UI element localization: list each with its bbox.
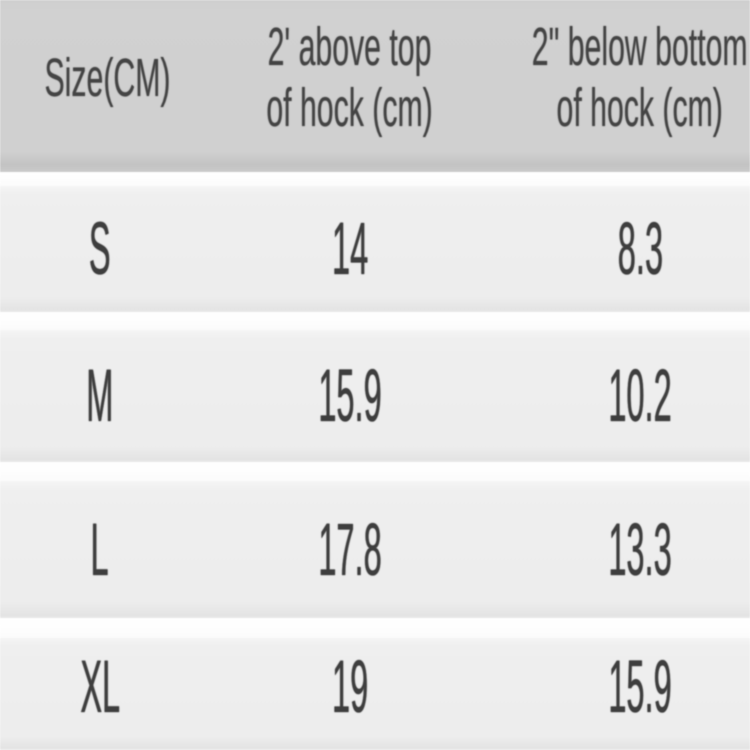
header-below-hock-label: 2" below bottom of hock (cm) [532, 17, 748, 139]
cell-below-hock: 8.3 [500, 186, 750, 312]
cell-above-hock: 15.9 [200, 330, 500, 462]
header-above-hock-label: 2' above top of hock (cm) [267, 17, 433, 139]
header-cell-above-hock: 2' above top of hock (cm) [200, 0, 500, 172]
cell-below-hock: 15.9 [500, 638, 750, 750]
cell-size: XL [0, 638, 200, 750]
below-hock-value: 8.3 [617, 207, 663, 290]
header-below-hock-line2: of hock (cm) [556, 78, 724, 138]
above-hock-value: 14 [331, 207, 369, 290]
above-hock-value: 19 [331, 645, 369, 728]
size-value: M [86, 354, 114, 437]
header-below-hock-line1: 2" below bottom [532, 17, 748, 77]
cell-below-hock: 10.2 [500, 330, 750, 462]
table-header-row: Size(CM) 2' above top of hock (cm) 2" be… [0, 0, 750, 172]
header-cell-below-hock: 2" below bottom of hock (cm) [500, 0, 750, 172]
cell-size: L [0, 481, 200, 618]
table-row-m: M 15.9 10.2 [0, 330, 750, 462]
row-divider [0, 172, 750, 186]
cell-size: S [0, 186, 200, 312]
header-above-hock-line1: 2' above top [268, 17, 432, 77]
below-hock-value: 10.2 [608, 354, 672, 437]
below-hock-value: 15.9 [608, 645, 672, 728]
table-row-l: L 17.8 13.3 [0, 481, 750, 618]
row-divider [0, 462, 750, 481]
cell-below-hock: 13.3 [500, 481, 750, 618]
cell-above-hock: 19 [200, 638, 500, 750]
header-size-label: Size(CM) [44, 47, 170, 108]
row-divider [0, 618, 750, 638]
size-value: L [90, 507, 110, 591]
size-value: S [89, 207, 111, 290]
cell-size: M [0, 330, 200, 462]
table-row-s: S 14 8.3 [0, 186, 750, 312]
row-divider [0, 312, 750, 330]
cell-above-hock: 14 [200, 186, 500, 312]
table-row-xl: XL 19 15.9 [0, 638, 750, 750]
header-cell-size: Size(CM) [0, 0, 200, 172]
cell-above-hock: 17.8 [200, 481, 500, 618]
header-above-hock-line2: of hock (cm) [266, 78, 434, 138]
above-hock-value: 17.8 [318, 507, 382, 591]
below-hock-value: 13.3 [608, 507, 672, 591]
above-hock-value: 15.9 [318, 354, 382, 437]
size-value: XL [80, 645, 120, 728]
